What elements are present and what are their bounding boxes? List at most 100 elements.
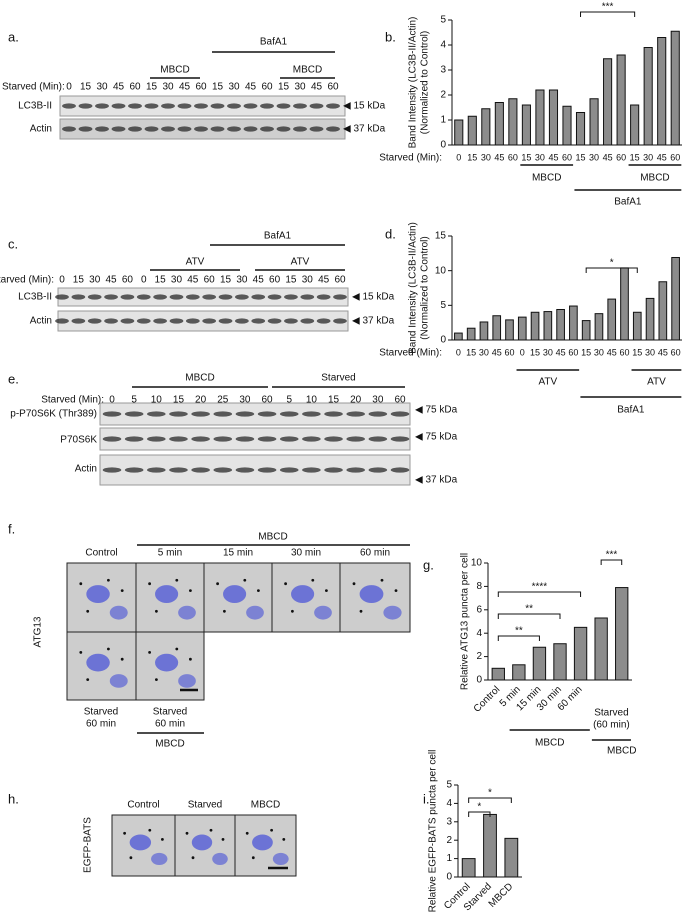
lane-label: 60 <box>327 82 339 93</box>
x-tick-label: 15 <box>521 152 531 162</box>
y-tick-label: 0 <box>476 675 482 686</box>
lane-label: 60 <box>129 82 141 93</box>
x-tick-label: 30 <box>479 347 489 357</box>
lane-label: 25 <box>217 395 229 406</box>
bottom-label: 60 min <box>86 719 116 730</box>
column-label: MBCD <box>251 800 280 811</box>
bar <box>454 332 463 341</box>
lane-label: 45 <box>105 275 117 286</box>
band <box>169 467 188 473</box>
x-tick-label: 45 <box>607 347 617 357</box>
y-axis-label: Band Intensity (LC3B-II/Actin) <box>408 222 419 354</box>
bar <box>548 89 559 146</box>
lane-label: 15 <box>212 82 224 93</box>
lane-label: 5 <box>286 395 292 406</box>
lane-label: 30 <box>294 82 306 93</box>
band <box>251 294 266 300</box>
band <box>87 294 102 300</box>
blot-strip <box>99 427 411 451</box>
puncta <box>107 647 110 651</box>
lane-label: 60 <box>269 275 281 286</box>
group-label: MBCD <box>535 738 564 749</box>
band <box>177 103 192 109</box>
size-marker: ◀ 37 kDa <box>352 316 395 327</box>
y-tick-label: 10 <box>435 265 447 276</box>
band <box>78 126 93 132</box>
significance-bracket <box>600 559 623 565</box>
bar <box>508 98 518 146</box>
band <box>284 294 298 300</box>
column-label: Starved <box>188 800 222 811</box>
panel-label: c. <box>8 236 18 251</box>
significance-bracket <box>497 613 561 619</box>
lane-label: 15 <box>73 275 85 286</box>
band <box>251 318 266 324</box>
x-tick-label: 60 <box>508 152 518 162</box>
y-tick-label: 5 <box>446 780 452 791</box>
panel-label: e. <box>8 371 19 386</box>
x-tick-label: 60 <box>504 347 514 357</box>
lane-label: 30 <box>236 275 248 286</box>
band <box>279 436 299 442</box>
lane-label: 30 <box>228 82 240 93</box>
bar <box>466 327 476 341</box>
y-tick-label: 2 <box>476 651 482 662</box>
band <box>191 467 210 473</box>
nucleus <box>109 674 128 688</box>
lane-label: 5 <box>131 395 137 406</box>
column-label: 15 min <box>223 548 253 559</box>
band <box>326 126 340 132</box>
bar <box>643 47 653 146</box>
band <box>235 318 249 324</box>
y-tick-label: 8 <box>476 581 482 592</box>
bar <box>454 119 464 146</box>
significance-bracket <box>468 797 512 803</box>
bottom-label: 60 min <box>155 719 185 730</box>
lane-label: 0 <box>109 395 115 406</box>
bar <box>461 858 476 878</box>
nucleus <box>178 674 196 688</box>
puncta <box>175 647 179 651</box>
row-label: Actin <box>30 124 52 135</box>
bar <box>575 112 586 146</box>
band <box>326 103 340 109</box>
band <box>235 411 255 417</box>
band <box>210 126 225 132</box>
puncta <box>120 589 124 592</box>
band <box>235 294 249 300</box>
lane-label: 20 <box>350 395 362 406</box>
band <box>185 294 200 300</box>
band <box>71 318 86 324</box>
band <box>194 126 208 132</box>
puncta <box>175 578 179 582</box>
nucleus <box>252 834 273 851</box>
group-label: MBCD <box>607 746 636 757</box>
significance-bracket <box>497 591 582 597</box>
band <box>293 126 307 132</box>
x-tick-label: 30 <box>594 347 604 357</box>
group-label: BafA1 <box>617 405 645 416</box>
lane-label: 15 <box>220 275 232 286</box>
band <box>284 318 298 324</box>
row-label: p-P70S6K (Thr389) <box>10 409 97 420</box>
bar <box>671 256 680 341</box>
group-label: MBCD <box>258 532 287 543</box>
bar <box>562 105 572 146</box>
group-label: ATV <box>538 377 557 388</box>
band <box>147 436 166 442</box>
puncta <box>311 578 315 582</box>
column-label: Control <box>127 800 159 811</box>
bar <box>504 837 519 878</box>
y-axis-label: Relative EGFP-BATS puncta per cell <box>428 750 439 912</box>
column-label: 5 min <box>158 548 182 559</box>
lane-label: 45 <box>318 275 330 286</box>
group-label: MBCD <box>185 373 214 384</box>
lane-label: 60 <box>394 395 406 406</box>
nucleus <box>212 852 228 866</box>
puncta <box>148 582 152 586</box>
band <box>55 294 69 300</box>
x-tick-label: 45 <box>657 152 667 162</box>
nucleus <box>383 605 402 620</box>
size-marker: ◀ 37 kDa <box>415 475 458 486</box>
